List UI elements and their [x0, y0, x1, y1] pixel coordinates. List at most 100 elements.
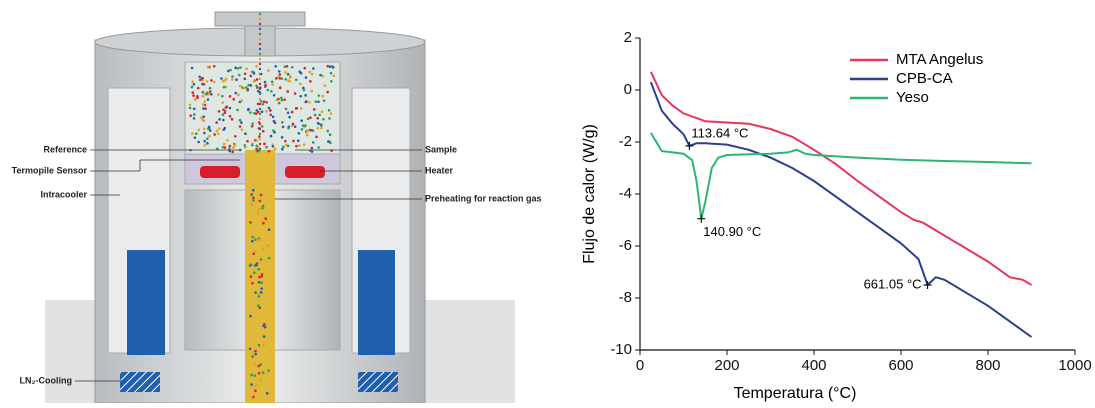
particle: [259, 58, 261, 60]
heater-left: [200, 166, 240, 178]
particle: [240, 99, 243, 102]
particle: [244, 77, 247, 80]
particle: [259, 48, 261, 50]
particle: [191, 91, 194, 94]
particle: [251, 282, 254, 285]
particle: [259, 73, 261, 75]
particle: [309, 116, 312, 119]
particle: [197, 128, 200, 131]
particle: [234, 135, 237, 138]
diagram-label: Termopile Sensor: [12, 165, 88, 175]
particle: [329, 133, 332, 136]
particle: [320, 124, 323, 127]
particle: [231, 75, 234, 78]
particle: [285, 108, 288, 111]
particle: [330, 80, 333, 83]
particle: [322, 118, 325, 121]
particle: [284, 71, 287, 74]
particle: [262, 103, 265, 106]
particle: [221, 101, 224, 104]
particle: [326, 91, 329, 94]
particle: [253, 271, 256, 274]
particle: [193, 83, 196, 86]
annotation: 661.05 °C: [864, 276, 922, 291]
particle: [228, 147, 231, 150]
particle: [298, 132, 301, 135]
particle: [246, 140, 249, 143]
legend-label: Yeso: [896, 89, 929, 106]
particle: [224, 127, 227, 130]
particle: [259, 128, 261, 130]
particle: [257, 268, 260, 271]
particle: [316, 117, 319, 120]
particle: [258, 295, 261, 298]
particle: [314, 100, 317, 103]
particle: [250, 275, 253, 278]
particle: [328, 117, 331, 120]
particle: [255, 384, 258, 387]
particle: [312, 67, 315, 70]
particle: [268, 107, 271, 110]
particle: [303, 67, 306, 70]
particle: [306, 131, 309, 134]
particle: [202, 95, 205, 98]
particle: [275, 77, 278, 80]
x-tick-label: 400: [801, 357, 826, 374]
particle: [278, 102, 281, 105]
particle: [291, 66, 294, 69]
right-cooler: [358, 250, 395, 355]
particle: [222, 119, 225, 122]
diagram-label: Reference: [43, 144, 87, 154]
particle: [279, 87, 282, 90]
particle: [260, 281, 263, 284]
particle: [317, 100, 320, 103]
particle: [269, 109, 272, 112]
particle: [307, 118, 310, 121]
particle: [256, 78, 259, 81]
particle: [193, 117, 196, 120]
heater-right: [285, 166, 325, 178]
page: {"diagram": {"labels": ["Reference", "Te…: [0, 0, 1095, 408]
particle: [304, 124, 307, 127]
particle: [247, 108, 250, 111]
x-tick-label: 800: [975, 357, 1000, 374]
ln2-right: [358, 372, 398, 392]
particle: [232, 146, 235, 149]
particle: [323, 99, 326, 102]
particle: [254, 238, 257, 241]
particle: [252, 199, 255, 202]
particle: [194, 136, 197, 139]
particle: [300, 119, 303, 122]
annotation: 113.64 °C: [691, 125, 748, 140]
particle: [281, 136, 284, 139]
particle: [193, 113, 196, 116]
particle: [252, 253, 255, 256]
particle: [259, 113, 261, 115]
particle: [217, 93, 220, 96]
particle: [206, 80, 209, 83]
particle: [267, 244, 270, 247]
y-tick-label: -4: [619, 185, 632, 202]
particle: [260, 194, 263, 197]
particle: [195, 132, 198, 135]
particle: [277, 98, 280, 101]
particle: [251, 144, 254, 147]
particle: [262, 130, 265, 133]
particle: [259, 143, 261, 145]
particle: [208, 135, 211, 138]
particle: [324, 84, 327, 87]
particle: [251, 125, 254, 128]
diagram-label: LN₂-Cooling: [20, 375, 72, 385]
particle: [232, 98, 235, 101]
particle: [240, 121, 243, 124]
particle: [298, 144, 301, 147]
particle: [281, 99, 284, 102]
particle: [259, 33, 261, 35]
particle: [311, 147, 314, 150]
particle: [229, 115, 232, 118]
particle: [259, 118, 261, 120]
particle: [253, 80, 256, 83]
particle: [321, 110, 324, 113]
particle: [251, 70, 254, 73]
particle: [310, 90, 313, 93]
